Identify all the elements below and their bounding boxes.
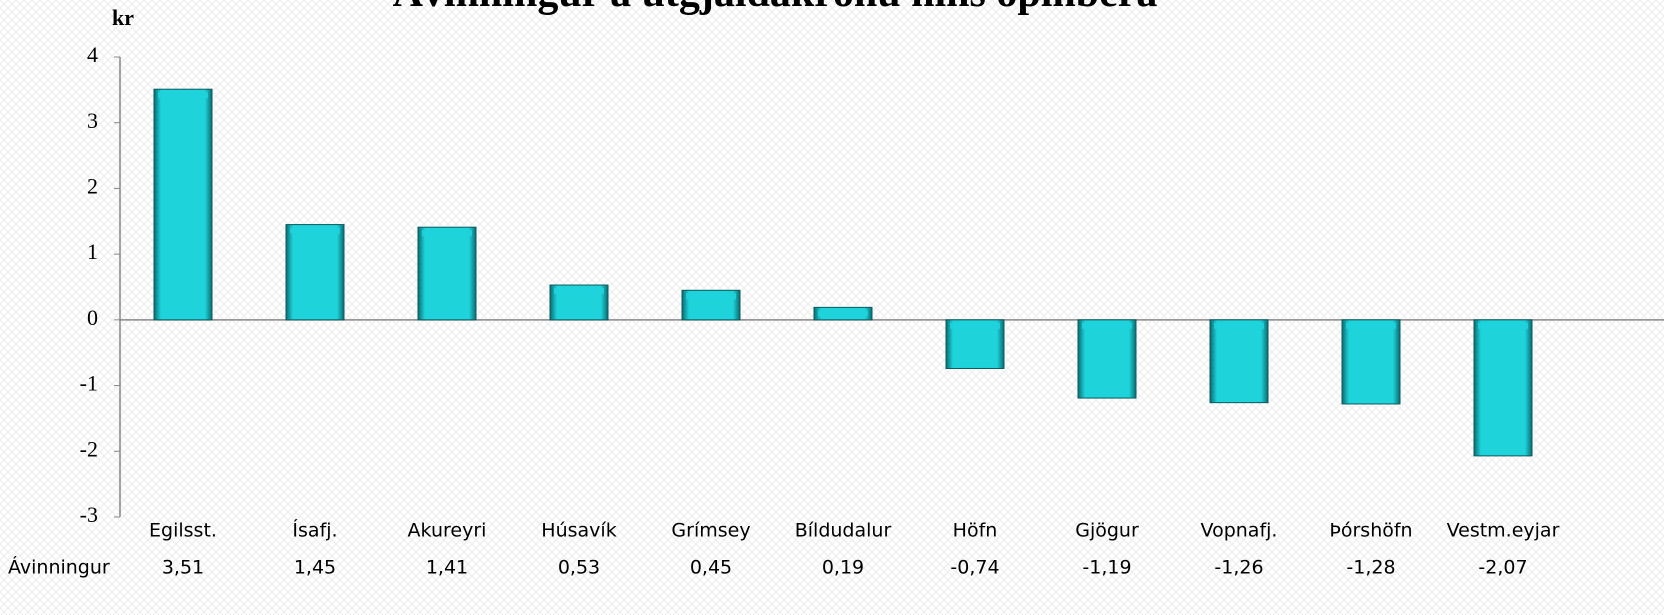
y-tick-label: 0 (87, 305, 98, 330)
bar-highlight (290, 227, 340, 234)
bar (1473, 319, 1533, 457)
value-label: 0,19 (822, 557, 864, 579)
value-label: -1,19 (1082, 557, 1131, 579)
y-tick-label: 4 (87, 42, 98, 67)
series-label: Ávinningur (8, 556, 110, 579)
y-tick-label: 1 (87, 239, 98, 264)
y-tick-label: 2 (87, 173, 98, 198)
x-tick-label: Höfn (953, 520, 998, 542)
bar (1077, 319, 1137, 399)
x-tick-label: Grímsey (671, 520, 750, 542)
x-tick-label: Gjögur (1075, 520, 1139, 542)
bar (1341, 319, 1401, 405)
x-tick-label: Ísafj. (292, 519, 337, 542)
x-tick-label: Akureyri (408, 520, 487, 542)
x-tick-label: Bíldudalur (795, 520, 892, 542)
bar-highlight (686, 293, 736, 300)
bar (153, 88, 213, 321)
x-tick-label: Egilsst. (149, 520, 217, 542)
value-label: 3,51 (162, 557, 204, 579)
y-tick-label: -3 (80, 502, 98, 527)
chart-title: Ávinningur á útgjaldakrónu hins opinbera (393, 0, 1158, 16)
bar-highlight (818, 310, 868, 317)
value-label: 0,53 (558, 557, 600, 579)
bar (285, 224, 345, 321)
x-tick-label: Vopnafj. (1201, 520, 1278, 542)
y-tick-label: -1 (80, 371, 98, 396)
value-label: -0,74 (950, 557, 999, 579)
bar-highlight (158, 92, 208, 99)
value-label: 0,45 (690, 557, 732, 579)
y-tick-label: -2 (80, 436, 98, 461)
bar-highlight (1082, 322, 1132, 329)
bar (1209, 319, 1269, 404)
bar (417, 226, 477, 321)
value-label: -1,26 (1214, 557, 1263, 579)
x-tick-label: Vestm.eyjar (1447, 520, 1560, 542)
value-label: -1,28 (1346, 557, 1395, 579)
bar-highlight (422, 230, 472, 237)
value-label: 1,41 (426, 557, 468, 579)
bar-highlight (1214, 322, 1264, 329)
bar-highlight (554, 288, 604, 295)
bar-highlight (950, 322, 1000, 329)
bar-highlight (1346, 322, 1396, 329)
x-tick-label: Húsavík (541, 520, 616, 542)
y-axis-label: kr (112, 5, 134, 30)
y-tick-label: 3 (87, 108, 98, 133)
value-label: 1,45 (294, 557, 336, 579)
x-tick-label: Þórshöfn (1329, 520, 1412, 542)
value-label: -2,07 (1478, 557, 1527, 579)
bar-highlight (1478, 322, 1528, 329)
